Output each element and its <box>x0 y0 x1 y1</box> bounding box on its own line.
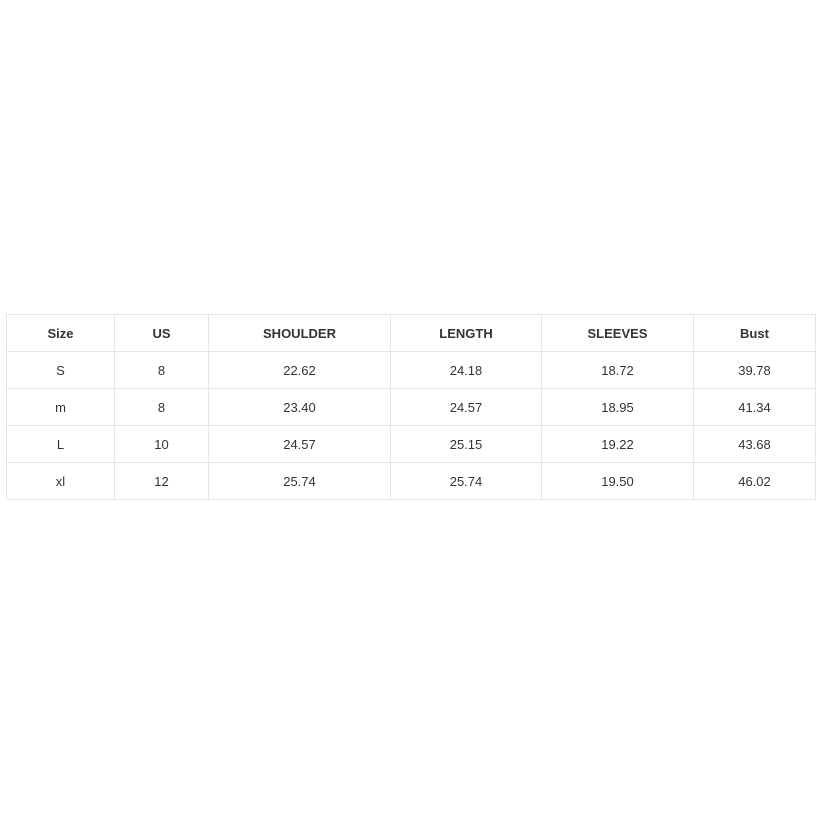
cell-size: m <box>6 388 115 426</box>
table-row: L 10 24.57 25.15 19.22 43.68 <box>6 425 816 463</box>
cell-us: 10 <box>114 425 209 463</box>
cell-us: 12 <box>114 462 209 500</box>
cell-bust: 39.78 <box>693 351 816 389</box>
header-length: LENGTH <box>390 314 542 352</box>
cell-length: 25.74 <box>390 462 542 500</box>
header-us: US <box>114 314 209 352</box>
cell-sleeves: 18.72 <box>541 351 694 389</box>
table-row: xl 12 25.74 25.74 19.50 46.02 <box>6 462 816 500</box>
cell-length: 25.15 <box>390 425 542 463</box>
table-header-row: Size US SHOULDER LENGTH SLEEVES Bust <box>6 314 816 352</box>
cell-shoulder: 22.62 <box>208 351 391 389</box>
cell-size: S <box>6 351 115 389</box>
cell-size: L <box>6 425 115 463</box>
cell-bust: 46.02 <box>693 462 816 500</box>
cell-length: 24.57 <box>390 388 542 426</box>
cell-sleeves: 19.50 <box>541 462 694 500</box>
header-size: Size <box>6 314 115 352</box>
cell-us: 8 <box>114 388 209 426</box>
cell-shoulder: 25.74 <box>208 462 391 500</box>
cell-bust: 41.34 <box>693 388 816 426</box>
cell-size: xl <box>6 462 115 500</box>
cell-shoulder: 24.57 <box>208 425 391 463</box>
cell-length: 24.18 <box>390 351 542 389</box>
table-row: m 8 23.40 24.57 18.95 41.34 <box>6 388 816 426</box>
cell-bust: 43.68 <box>693 425 816 463</box>
header-sleeves: SLEEVES <box>541 314 694 352</box>
header-bust: Bust <box>693 314 816 352</box>
cell-us: 8 <box>114 351 209 389</box>
header-shoulder: SHOULDER <box>208 314 391 352</box>
cell-shoulder: 23.40 <box>208 388 391 426</box>
table-row: S 8 22.62 24.18 18.72 39.78 <box>6 351 816 389</box>
cell-sleeves: 18.95 <box>541 388 694 426</box>
cell-sleeves: 19.22 <box>541 425 694 463</box>
